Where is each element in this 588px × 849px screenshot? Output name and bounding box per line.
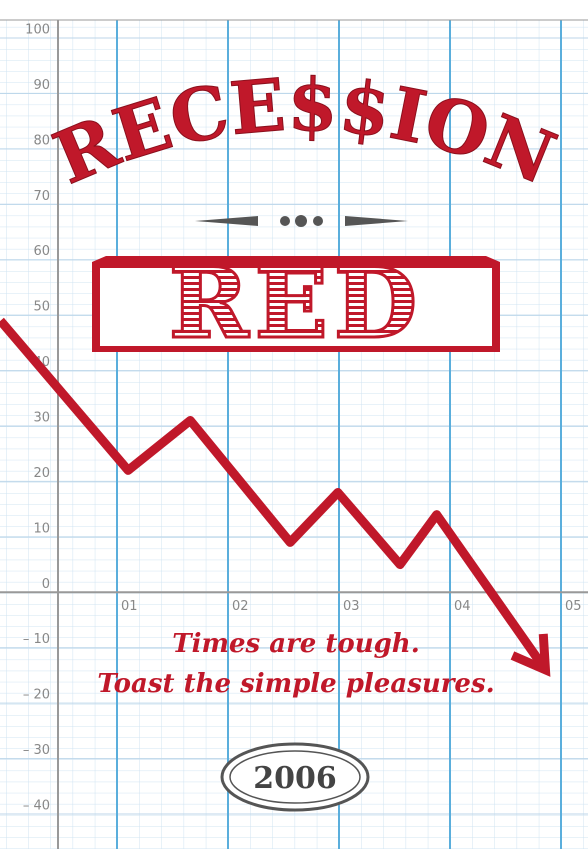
subtitle: RED xyxy=(169,247,423,360)
y-tick-label: – 40 xyxy=(23,799,50,814)
y-tick-label: 30 xyxy=(33,411,50,426)
y-tick-label: – 10 xyxy=(23,632,50,647)
x-tick-label: 02 xyxy=(232,599,249,614)
y-tick-label: 80 xyxy=(33,133,50,148)
y-tick-label: 90 xyxy=(33,78,50,93)
x-tick-label: 03 xyxy=(343,599,360,614)
y-tick-label: 70 xyxy=(33,189,50,204)
y-tick-label: – 20 xyxy=(23,688,50,703)
y-tick-label: 100 xyxy=(25,23,50,38)
y-tick-label: 0 xyxy=(42,577,50,592)
y-tick-label: 50 xyxy=(33,300,50,315)
tagline: Times are tough. xyxy=(172,629,420,659)
poster: – 40– 30– 20– 10010203040506070809010001… xyxy=(0,0,588,849)
badge: 2006 xyxy=(222,744,368,810)
y-tick-label: – 30 xyxy=(23,743,50,758)
tagline: Toast the simple pleasures. xyxy=(97,669,494,699)
x-tick-label: 01 xyxy=(121,599,138,614)
y-tick-label: 10 xyxy=(33,521,50,536)
subtitle-box: RED xyxy=(92,247,500,360)
x-tick-label: 04 xyxy=(454,599,471,614)
y-tick-label: 20 xyxy=(33,466,50,481)
badge-text: 2006 xyxy=(253,761,337,796)
y-tick-label: 60 xyxy=(33,244,50,259)
x-tick-label: 05 xyxy=(565,599,582,614)
